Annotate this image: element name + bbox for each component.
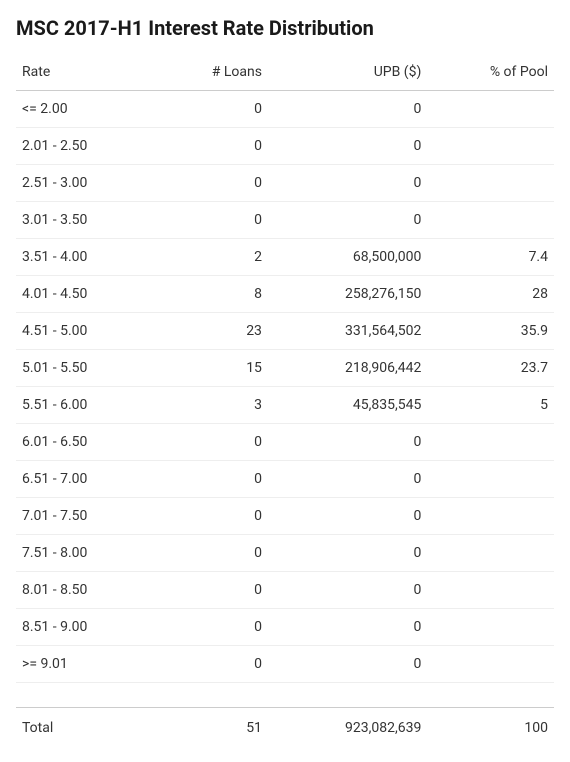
table-row: 7.51 - 8.0000	[16, 535, 554, 572]
col-header-upb: UPB ($)	[268, 56, 427, 91]
cell-pct	[427, 572, 554, 609]
cell-upb: 0	[268, 498, 427, 535]
cell-loans: 23	[156, 313, 268, 350]
cell-loans: 0	[156, 498, 268, 535]
cell-upb: 0	[268, 461, 427, 498]
table-row: 7.01 - 7.5000	[16, 498, 554, 535]
cell-upb: 0	[268, 424, 427, 461]
cell-upb: 218,906,442	[268, 350, 427, 387]
total-loans: 51	[156, 708, 268, 747]
cell-loans: 15	[156, 350, 268, 387]
col-header-pct: % of Pool	[427, 56, 554, 91]
cell-loans: 3	[156, 387, 268, 424]
col-header-loans: # Loans	[156, 56, 268, 91]
cell-loans: 0	[156, 461, 268, 498]
cell-rate: 2.01 - 2.50	[16, 128, 156, 165]
page-title: MSC 2017-H1 Interest Rate Distribution	[16, 16, 554, 40]
table-row: 4.51 - 5.0023331,564,50235.9	[16, 313, 554, 350]
cell-upb: 0	[268, 572, 427, 609]
table-row: 8.51 - 9.0000	[16, 609, 554, 646]
total-pct: 100	[427, 708, 554, 747]
cell-pct	[427, 165, 554, 202]
cell-rate: 4.01 - 4.50	[16, 276, 156, 313]
cell-upb: 0	[268, 128, 427, 165]
spacer-cell	[16, 683, 554, 708]
table-row: 8.01 - 8.5000	[16, 572, 554, 609]
cell-pct	[427, 91, 554, 128]
cell-loans: 0	[156, 424, 268, 461]
cell-rate: 7.51 - 8.00	[16, 535, 156, 572]
cell-rate: 8.51 - 9.00	[16, 609, 156, 646]
cell-upb: 0	[268, 91, 427, 128]
cell-rate: 8.01 - 8.50	[16, 572, 156, 609]
cell-loans: 8	[156, 276, 268, 313]
cell-loans: 0	[156, 609, 268, 646]
rate-distribution-table: Rate # Loans UPB ($) % of Pool <= 2.0000…	[16, 56, 554, 746]
cell-rate: 6.51 - 7.00	[16, 461, 156, 498]
cell-pct	[427, 424, 554, 461]
cell-pct: 28	[427, 276, 554, 313]
cell-loans: 0	[156, 535, 268, 572]
cell-rate: <= 2.00	[16, 91, 156, 128]
cell-pct	[427, 128, 554, 165]
cell-loans: 0	[156, 165, 268, 202]
total-upb: 923,082,639	[268, 708, 427, 747]
table-row: 3.01 - 3.5000	[16, 202, 554, 239]
cell-loans: 0	[156, 202, 268, 239]
table-row: 3.51 - 4.00268,500,0007.4	[16, 239, 554, 276]
table-body: <= 2.00002.01 - 2.50002.51 - 3.00003.01 …	[16, 91, 554, 708]
cell-rate: 5.51 - 6.00	[16, 387, 156, 424]
cell-pct	[427, 609, 554, 646]
spacer-row	[16, 683, 554, 708]
cell-loans: 2	[156, 239, 268, 276]
cell-upb: 331,564,502	[268, 313, 427, 350]
cell-pct: 23.7	[427, 350, 554, 387]
cell-pct: 5	[427, 387, 554, 424]
cell-upb: 0	[268, 609, 427, 646]
cell-upb: 0	[268, 535, 427, 572]
col-header-rate: Rate	[16, 56, 156, 91]
total-label: Total	[16, 708, 156, 747]
table-row: 6.01 - 6.5000	[16, 424, 554, 461]
table-row: 5.01 - 5.5015218,906,44223.7	[16, 350, 554, 387]
table-row: 2.01 - 2.5000	[16, 128, 554, 165]
cell-loans: 0	[156, 91, 268, 128]
table-total-row: Total 51 923,082,639 100	[16, 708, 554, 747]
table-row: <= 2.0000	[16, 91, 554, 128]
cell-upb: 258,276,150	[268, 276, 427, 313]
cell-upb: 0	[268, 202, 427, 239]
cell-pct: 7.4	[427, 239, 554, 276]
table-row: 4.01 - 4.508258,276,15028	[16, 276, 554, 313]
cell-rate: 3.51 - 4.00	[16, 239, 156, 276]
cell-pct	[427, 535, 554, 572]
cell-upb: 45,835,545	[268, 387, 427, 424]
cell-pct	[427, 202, 554, 239]
table-row: 2.51 - 3.0000	[16, 165, 554, 202]
cell-pct	[427, 498, 554, 535]
cell-rate: 2.51 - 3.00	[16, 165, 156, 202]
cell-rate: >= 9.01	[16, 646, 156, 683]
table-header-row: Rate # Loans UPB ($) % of Pool	[16, 56, 554, 91]
cell-upb: 0	[268, 646, 427, 683]
cell-upb: 68,500,000	[268, 239, 427, 276]
table-row: 6.51 - 7.0000	[16, 461, 554, 498]
cell-rate: 7.01 - 7.50	[16, 498, 156, 535]
cell-loans: 0	[156, 128, 268, 165]
cell-rate: 5.01 - 5.50	[16, 350, 156, 387]
cell-pct	[427, 461, 554, 498]
cell-loans: 0	[156, 646, 268, 683]
cell-upb: 0	[268, 165, 427, 202]
cell-loans: 0	[156, 572, 268, 609]
table-row: 5.51 - 6.00345,835,5455	[16, 387, 554, 424]
cell-pct: 35.9	[427, 313, 554, 350]
table-row: >= 9.0100	[16, 646, 554, 683]
cell-pct	[427, 646, 554, 683]
cell-rate: 3.01 - 3.50	[16, 202, 156, 239]
cell-rate: 6.01 - 6.50	[16, 424, 156, 461]
cell-rate: 4.51 - 5.00	[16, 313, 156, 350]
